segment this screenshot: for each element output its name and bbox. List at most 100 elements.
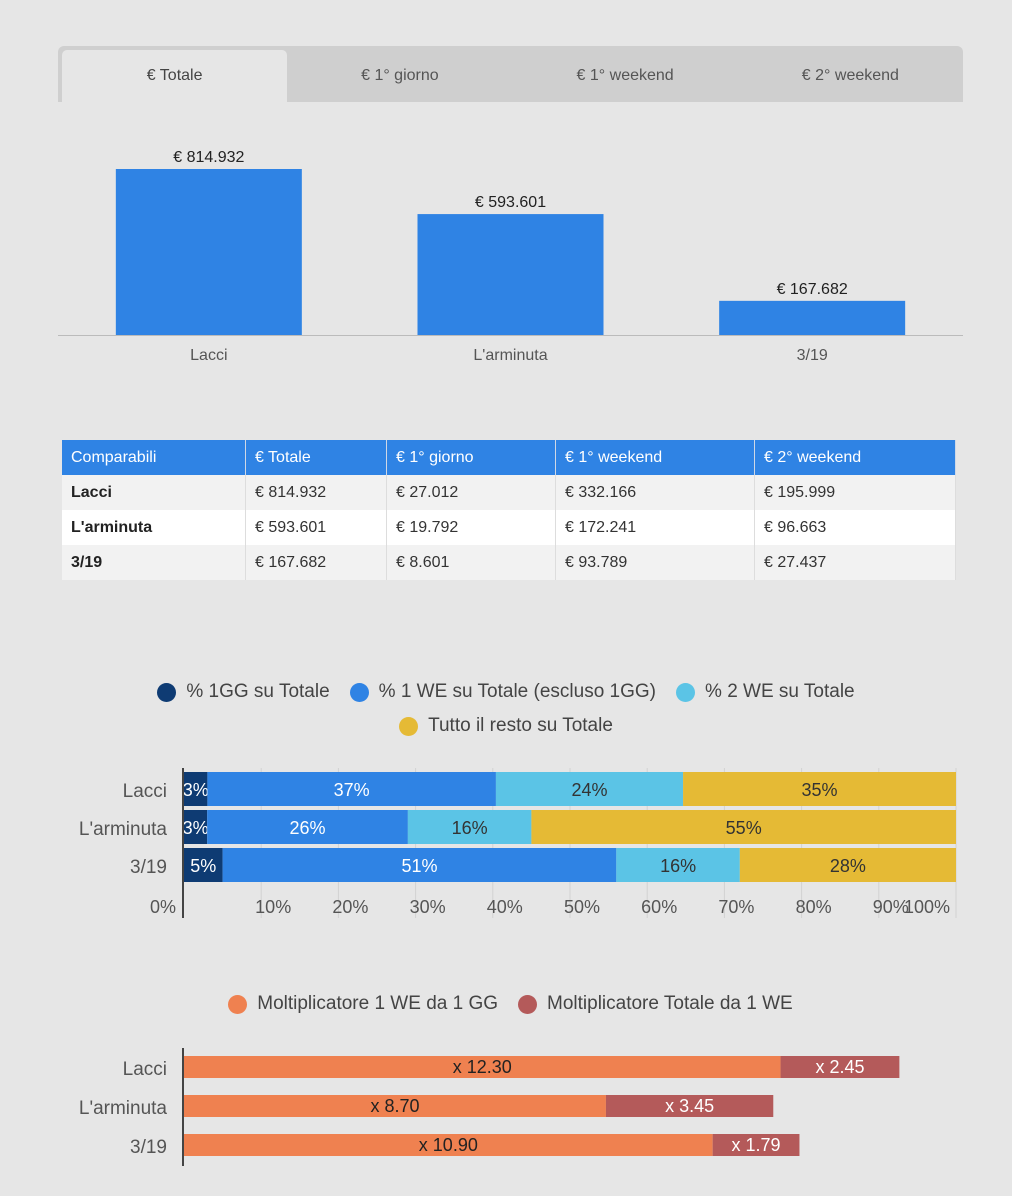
stacked-percentage-chart: 3% 37% 24% 35% Lacci 3% 26% 16% 55% L'arminuta 5% 5… xyxy=(79,768,957,918)
segment-value-label: 37% xyxy=(334,780,370,800)
segment-value-label: 16% xyxy=(660,856,696,876)
legend-item[interactable]: Moltiplicatore 1 WE da 1 GG xyxy=(228,987,498,1021)
segment-value-label: 35% xyxy=(802,780,838,800)
stacked-bar-segment xyxy=(222,848,617,882)
table-cell: Lacci xyxy=(62,475,246,510)
legend-dot xyxy=(518,994,538,1014)
legend-dot xyxy=(349,682,369,702)
x-tick-label: 80% xyxy=(796,897,832,917)
segment-value-label: 28% xyxy=(830,856,866,876)
table-cell: € 96.663 xyxy=(754,510,956,545)
legend-label: Moltiplicatore Totale da 1 WE xyxy=(547,993,793,1014)
legend-item[interactable]: % 1GG su Totale xyxy=(157,675,330,709)
x-tick-label: 100% xyxy=(904,897,950,917)
stacked-bar-segment xyxy=(531,810,956,844)
multiplier-bar-segment xyxy=(184,1134,713,1156)
legend-label: Tutto il resto su Totale xyxy=(428,715,613,736)
legend-item[interactable]: % 1 WE su Totale (escluso 1GG) xyxy=(349,675,657,709)
bar xyxy=(719,300,906,335)
stacked-chart-legend: % 1GG su Totale % 1 WE su Totale (esclus… xyxy=(126,675,886,743)
segment-value-label: 51% xyxy=(401,856,437,876)
comparables-table: Comparabili € Totale € 1° giorno € 1° we… xyxy=(62,440,956,580)
bar xyxy=(115,169,302,335)
category-label: 3/19 xyxy=(130,1137,167,1158)
legend-label: Moltiplicatore 1 WE da 1 GG xyxy=(257,993,499,1014)
table-cell: € 27.012 xyxy=(386,475,556,510)
category-label: 3/19 xyxy=(130,857,167,878)
header-primo-weekend: € 1° weekend xyxy=(555,440,755,475)
multiplier-bar-segment xyxy=(184,1095,606,1117)
stacked-bar-segment xyxy=(495,772,684,806)
category-label: 3/19 xyxy=(797,347,828,364)
x-tick-label: 70% xyxy=(718,897,754,917)
category-label: Lacci xyxy=(123,1059,167,1080)
x-tick-label: 0% xyxy=(150,897,176,917)
category-label: L'arminuta xyxy=(79,1098,168,1119)
tab-secondo-weekend[interactable]: € 2° weekend xyxy=(801,67,899,84)
bar-value-label: € 167.682 xyxy=(777,281,848,298)
legend-item[interactable]: % 2 WE su Totale xyxy=(676,675,855,709)
stacked-bar-segment xyxy=(616,848,740,882)
segment-value-label: 26% xyxy=(290,818,326,838)
multiplier-chart: x 12.30 x 2.45 Lacci x 8.70 x 3.45 L'arminuta… xyxy=(79,1048,900,1166)
stacked-bar-segment xyxy=(184,810,208,844)
table-cell: € 27.437 xyxy=(754,545,956,580)
stacked-bar-segment xyxy=(739,848,956,882)
x-tick-label: 30% xyxy=(410,897,446,917)
table-cell: € 172.241 xyxy=(555,510,755,545)
category-label: L'arminuta xyxy=(473,347,547,364)
multiplier-chart-legend: Moltiplicatore 1 WE da 1 GG Moltiplicato… xyxy=(58,987,963,1021)
stacked-bar-segment xyxy=(184,848,223,882)
segment-value-label: x 8.70 xyxy=(370,1096,419,1116)
table-cell: € 332.166 xyxy=(555,475,755,510)
stacked-bar-segment xyxy=(184,772,208,806)
x-tick-label: 10% xyxy=(255,897,291,917)
segment-value-label: x 2.45 xyxy=(815,1057,864,1077)
x-tick-label: 60% xyxy=(641,897,677,917)
category-label: Lacci xyxy=(190,347,227,364)
multiplier-bar-segment xyxy=(184,1056,781,1078)
category-label: L'arminuta xyxy=(79,819,168,840)
tab-totale[interactable]: € Totale xyxy=(62,50,288,102)
legend-item[interactable]: Tutto il resto su Totale xyxy=(399,709,613,743)
bar-value-label: € 814.932 xyxy=(173,149,244,166)
x-tick-label: 20% xyxy=(332,897,368,917)
segment-value-label: 3% xyxy=(183,780,209,800)
legend-label: % 1GG su Totale xyxy=(186,681,330,702)
stacked-bar-segment xyxy=(207,772,496,806)
stacked-bar-segment xyxy=(207,810,408,844)
legend-label: % 2 WE su Totale xyxy=(705,681,855,702)
segment-value-label: x 3.45 xyxy=(665,1096,714,1116)
legend-label: % 1 WE su Totale (escluso 1GG) xyxy=(378,681,657,702)
table-cell: € 167.682 xyxy=(245,545,387,580)
table-cell: 3/19 xyxy=(62,545,246,580)
legend-dot xyxy=(399,716,419,736)
segment-value-label: 5% xyxy=(190,856,216,876)
segment-value-label: 55% xyxy=(726,818,762,838)
segment-value-label: x 10.90 xyxy=(419,1135,478,1155)
segment-value-label: 24% xyxy=(571,780,607,800)
table-cell: € 19.792 xyxy=(386,510,556,545)
legend-dot xyxy=(228,994,248,1014)
table-cell: € 93.789 xyxy=(555,545,755,580)
table-header-row: Comparabili € Totale € 1° giorno € 1° we… xyxy=(62,440,956,475)
header-comparabili: Comparabili xyxy=(62,440,246,475)
legend-dot xyxy=(157,682,177,702)
legend-item[interactable]: Moltiplicatore Totale da 1 WE xyxy=(518,987,793,1021)
table-cell: € 814.932 xyxy=(245,475,387,510)
multiplier-bar-segment xyxy=(605,1095,774,1117)
bar-value-label: € 593.601 xyxy=(475,194,546,211)
header-secondo-weekend: € 2° weekend xyxy=(754,440,956,475)
table-row: 3/19 € 167.682 € 8.601 € 93.789 € 27.437 xyxy=(62,545,956,580)
multiplier-bar-segment xyxy=(712,1134,800,1156)
bar xyxy=(417,214,604,335)
segment-value-label: 3% xyxy=(183,818,209,838)
category-label: Lacci xyxy=(123,781,167,802)
segment-value-label: x 12.30 xyxy=(453,1057,512,1077)
tab-primo-weekend[interactable]: € 1° weekend xyxy=(576,67,674,84)
table-cell: € 593.601 xyxy=(245,510,387,545)
x-tick-label: 90% xyxy=(873,897,909,917)
legend-dot xyxy=(676,682,696,702)
header-primo-giorno: € 1° giorno xyxy=(386,440,556,475)
tab-primo-giorno[interactable]: € 1° giorno xyxy=(361,67,439,84)
